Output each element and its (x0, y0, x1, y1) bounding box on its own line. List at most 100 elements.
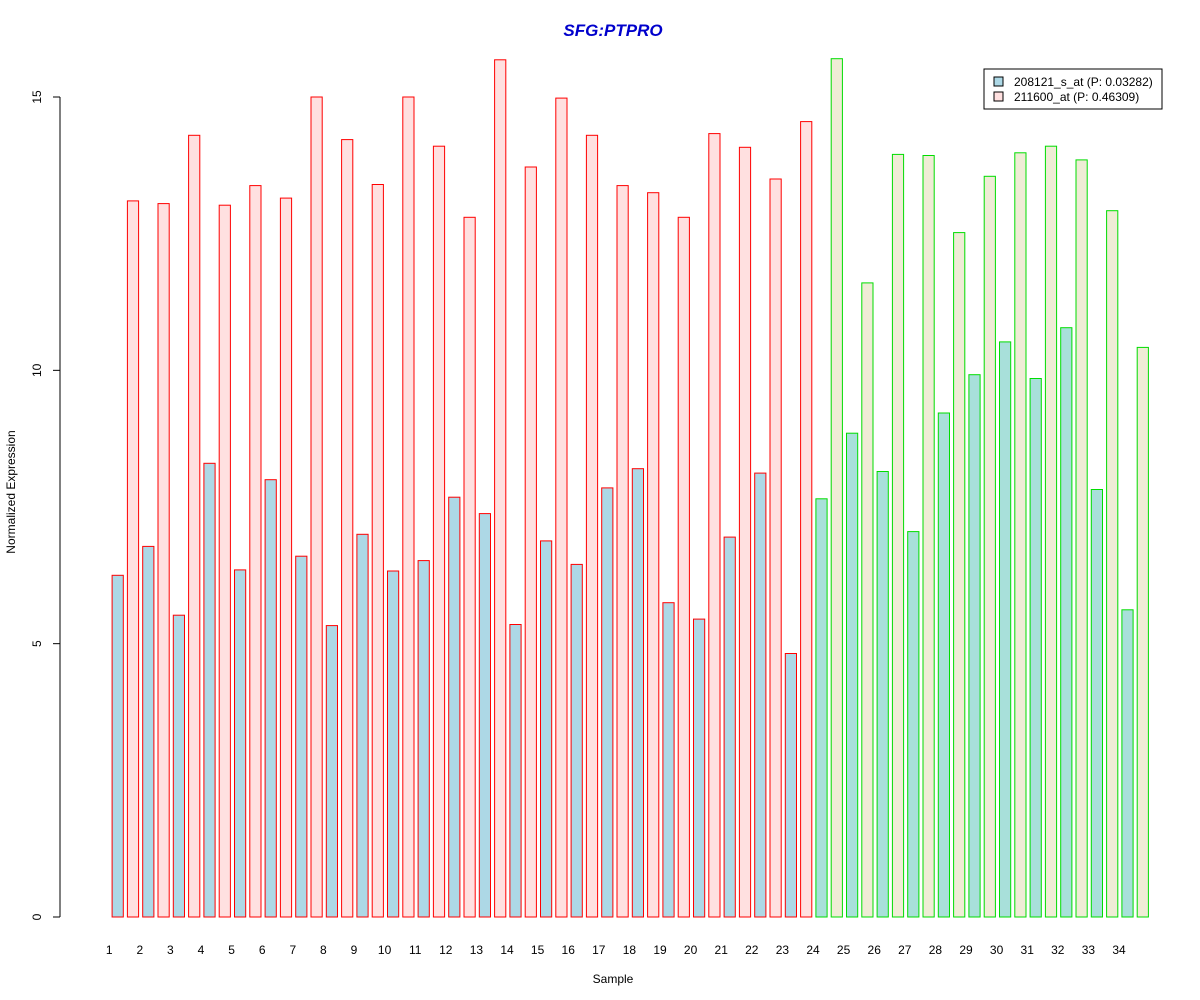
x-tick-label-22: 22 (745, 943, 759, 957)
x-axis-tick-labels: 1 2 3 4 5 6 7 8 9 10 11 12 13 14 15 16 17 18 19 20 21 22 23 24 2… (106, 943, 1126, 957)
bar-sample-12-series-2 (463, 216, 476, 918)
bar-sample-15-series-1 (540, 540, 553, 918)
x-tick-label-28: 28 (929, 943, 943, 957)
bar-sample-7-series-2 (310, 96, 323, 918)
bar-sample-31-series-1 (1029, 378, 1042, 918)
bar-sample-26-series-1 (876, 471, 889, 918)
x-tick-label-18: 18 (623, 943, 637, 957)
x-tick-label-9: 9 (351, 943, 358, 957)
y-axis-title: Normalized Expression (4, 430, 18, 553)
x-tick-label-10: 10 (378, 943, 392, 957)
legend-swatch-series-2 (993, 91, 1004, 102)
x-tick-label-17: 17 (592, 943, 606, 957)
bar-sample-25-series-2 (861, 282, 874, 918)
x-tick-label-30: 30 (990, 943, 1004, 957)
bar-sample-15-series-2 (555, 97, 568, 918)
bar-sample-34-series-2 (1136, 346, 1149, 918)
x-tick-label-23: 23 (776, 943, 790, 957)
x-tick-label-13: 13 (470, 943, 484, 957)
bar-sample-27-series-2 (922, 155, 935, 918)
x-tick-label-25: 25 (837, 943, 851, 957)
x-tick-label-16: 16 (562, 943, 576, 957)
bar-sample-18-series-1 (631, 468, 644, 918)
bar-sample-29-series-1 (968, 374, 981, 918)
legend-label-series-1: 208121_s_at (P: 0.03282) (1014, 75, 1153, 89)
bar-sample-13-series-1 (478, 513, 491, 918)
bar-sample-27-series-1 (907, 531, 920, 918)
x-tick-label-31: 31 (1021, 943, 1035, 957)
chart-title: SFG:PTPRO (563, 21, 662, 40)
bar-sample-2-series-1 (142, 545, 155, 918)
bar-sample-22-series-2 (769, 178, 782, 918)
bar-sample-7-series-1 (295, 555, 308, 918)
bar-sample-1-series-1 (111, 574, 124, 918)
bar-sample-1-series-2 (126, 200, 140, 918)
y-tick-label: 0 (30, 913, 44, 920)
bar-sample-17-series-1 (601, 487, 614, 918)
bar-sample-26-series-2 (891, 153, 905, 918)
bar-sample-20-series-1 (693, 618, 706, 918)
x-tick-label-24: 24 (806, 943, 820, 957)
bar-sample-5-series-1 (234, 569, 247, 918)
bar-sample-20-series-2 (708, 133, 721, 918)
bar-sample-11-series-2 (432, 145, 446, 918)
bar-sample-22-series-1 (754, 472, 767, 918)
bar-sample-17-series-2 (616, 185, 629, 918)
x-tick-label-11: 11 (409, 943, 422, 957)
bars (111, 58, 1149, 918)
x-tick-label-14: 14 (500, 943, 514, 957)
legend-label-series-2: 211600_at (P: 0.46309) (1014, 90, 1139, 104)
bar-sample-16-series-2 (585, 134, 599, 918)
bar-sample-33-series-1 (1090, 489, 1104, 918)
x-tick-label-33: 33 (1082, 943, 1096, 957)
bar-sample-10-series-1 (387, 570, 400, 918)
bar-sample-6-series-2 (279, 197, 293, 918)
x-tick-label-32: 32 (1051, 943, 1065, 957)
legend: 208121_s_at (P: 0.03282) 211600_at (P: 0… (983, 68, 1163, 110)
bar-sample-16-series-1 (570, 563, 583, 918)
bar-sample-23-series-1 (784, 653, 797, 918)
bar-sample-14-series-1 (509, 624, 522, 918)
bar-sample-2-series-2 (157, 203, 170, 918)
x-tick-label-3: 3 (167, 943, 174, 957)
bar-sample-18-series-2 (647, 192, 660, 918)
x-tick-label-7: 7 (289, 943, 296, 957)
x-tick-label-34: 34 (1112, 943, 1126, 957)
bar-sample-4-series-1 (203, 462, 216, 918)
x-tick-label-6: 6 (259, 943, 266, 957)
x-tick-label-8: 8 (320, 943, 327, 957)
bar-sample-4-series-2 (218, 204, 231, 918)
bar-sample-31-series-2 (1044, 145, 1058, 918)
x-tick-label-5: 5 (228, 943, 235, 957)
bar-sample-24-series-2 (830, 58, 843, 918)
bar-sample-14-series-2 (524, 166, 537, 918)
bar-sample-10-series-2 (402, 96, 415, 918)
bar-sample-9-series-2 (371, 184, 384, 918)
bar-sample-11-series-1 (417, 560, 430, 918)
legend-box (983, 68, 1163, 110)
bar-sample-32-series-1 (1060, 327, 1073, 918)
bar-sample-25-series-1 (846, 432, 859, 918)
bar-sample-30-series-1 (999, 341, 1012, 918)
bar-sample-19-series-1 (662, 602, 675, 918)
x-tick-label-12: 12 (439, 943, 453, 957)
y-axis: 0 5 10 15 (30, 90, 61, 920)
bar-sample-21-series-2 (738, 146, 752, 918)
x-tick-label-4: 4 (198, 943, 205, 957)
x-tick-label-1: 1 (106, 943, 113, 957)
bar-sample-24-series-1 (815, 498, 828, 918)
bar-sample-21-series-1 (723, 536, 736, 918)
x-tick-label-26: 26 (868, 943, 882, 957)
bar-sample-28-series-2 (953, 232, 966, 918)
x-tick-label-21: 21 (715, 943, 729, 957)
x-axis-title: Sample (593, 972, 634, 986)
bar-sample-28-series-1 (937, 412, 950, 918)
bar-sample-5-series-2 (249, 185, 262, 918)
y-tick-label: 10 (30, 363, 44, 377)
y-tick-label: 5 (30, 640, 44, 647)
bar-sample-33-series-2 (1106, 210, 1119, 918)
bar-sample-19-series-2 (677, 216, 690, 918)
bar-sample-32-series-2 (1075, 159, 1088, 918)
